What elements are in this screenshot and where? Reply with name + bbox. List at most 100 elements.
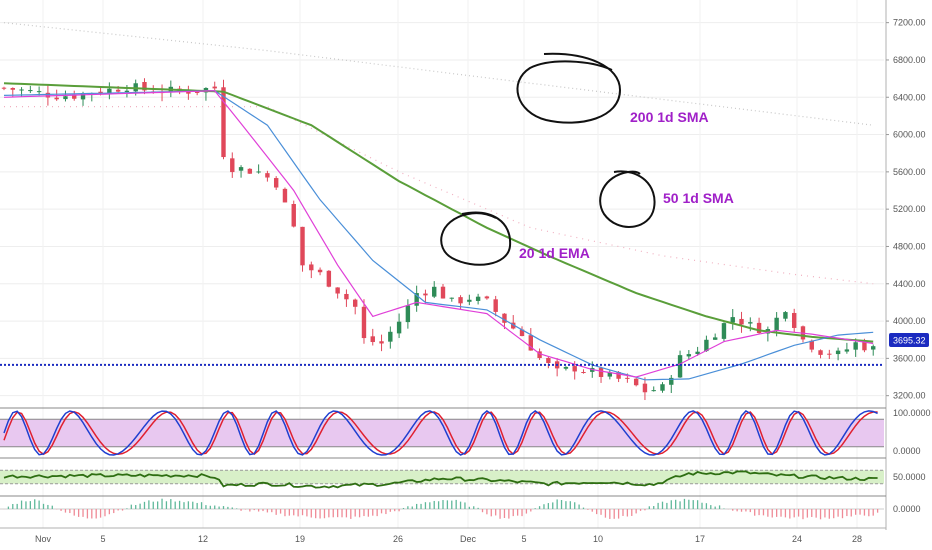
candle-body [511,322,516,329]
price-tick-label: 6400.00 [893,92,926,102]
rsi-tick-label: 50.0000 [893,472,926,482]
stoch-rsi-pane: 100.0000 0.0000 [0,407,931,456]
time-tick-label: Dec [460,534,477,544]
candle-body [221,87,226,158]
candle-body [625,377,630,379]
candle-body [317,269,323,273]
rsi-pane: 50.0000 [0,457,926,489]
annotation-sma50: 50 1d SMA [599,170,734,228]
candle-body [63,96,68,100]
ema20-line [3,90,874,378]
candle-body [704,339,709,352]
price-axis: 7200.00 6800.00 6400.00 6000.00 5600.00 5200.… [885,0,926,530]
moving-average-lines [3,82,874,381]
time-tick-label: 10 [593,534,603,544]
candle-body [563,366,569,369]
candle-body [853,342,858,350]
annotation-label-sma50: 50 1d SMA [663,190,734,206]
hand-drawn-circle-sma200 [516,52,622,124]
candle-body [36,91,42,93]
hand-drawn-circle-ema20 [440,211,512,266]
candle-body [273,178,279,188]
candle-body [484,296,490,299]
candle-body [827,353,832,355]
candle-body [537,351,542,358]
candle-body [651,390,656,392]
annotation-ema20: 20 1d EMA [440,211,590,266]
price-tick-label: 6000.00 [893,130,926,140]
candle-body [449,297,454,299]
time-tick-label: 5 [521,534,526,544]
time-tick-label: 5 [100,534,105,544]
candle-body [642,383,648,393]
price-tick-label: 3200.00 [893,391,926,401]
candle-body [344,293,349,300]
macd-histogram-pane: 0.0000 [0,495,921,520]
candle-body [256,171,261,173]
candle-body [247,168,253,174]
candle-body [572,366,577,372]
candle-body [774,317,779,331]
candle-body [230,158,235,173]
candle-body [440,286,446,299]
candle-body [405,305,411,323]
candle-body [300,226,305,266]
sma200-line [3,82,874,343]
candle-body [19,89,24,91]
candle-body [28,90,33,92]
price-tick-label: 7200.00 [893,18,926,28]
candle-body [458,297,463,304]
current-price-badge-bg [889,333,929,347]
candlestick-series [1,78,876,401]
price-tick-label: 6800.00 [893,55,926,65]
price-tick-label: 4800.00 [893,241,926,251]
candle-body [10,88,15,90]
macd-tick-label: 0.0000 [893,504,921,514]
candle-body [871,346,876,350]
candle-body [291,203,296,227]
candle-body [844,349,850,352]
price-grid [0,0,884,528]
candle-body [519,329,525,337]
candle-body [660,384,665,391]
candle-body [1,87,7,89]
candle-body [124,90,130,92]
candle-body [616,372,621,379]
price-tick-label: 4000.00 [893,316,926,326]
dotted-long-ma-200 [3,22,874,126]
candle-body [792,312,797,328]
candle-body [238,167,244,171]
annotation-label-sma200: 200 1d SMA [630,109,709,125]
candle-body [721,323,727,339]
candle-body [502,313,507,323]
candle-body [862,342,867,351]
candle-body [414,293,419,306]
current-price-label: 3695.32 [893,336,926,346]
annotation-sma200: 200 1d SMA [516,52,709,125]
candle-body [756,322,762,333]
candle-body [265,173,270,178]
candle-body [835,350,841,355]
candle-body [467,299,472,302]
candle-body [432,286,437,297]
dotted-ma-overlays [3,22,874,285]
price-tick-label: 5200.00 [893,204,926,214]
candle-body [212,86,217,89]
candle-body [809,340,814,350]
rsi-band [0,470,884,484]
candle-body [388,331,393,342]
candle-body [379,341,384,344]
stoch-tick-label: 100.0000 [893,408,931,418]
candle-body [818,350,823,355]
current-price-badge: 3695.32 [889,333,929,347]
candle-body [353,299,358,307]
candle-body [423,293,428,296]
candle-body [45,92,51,98]
hand-drawn-circle-sma50 [599,170,656,228]
candle-body [54,97,59,100]
candle-body [335,287,340,294]
candle-body [72,94,77,99]
candle-body [712,337,718,340]
candle-body [115,89,121,92]
